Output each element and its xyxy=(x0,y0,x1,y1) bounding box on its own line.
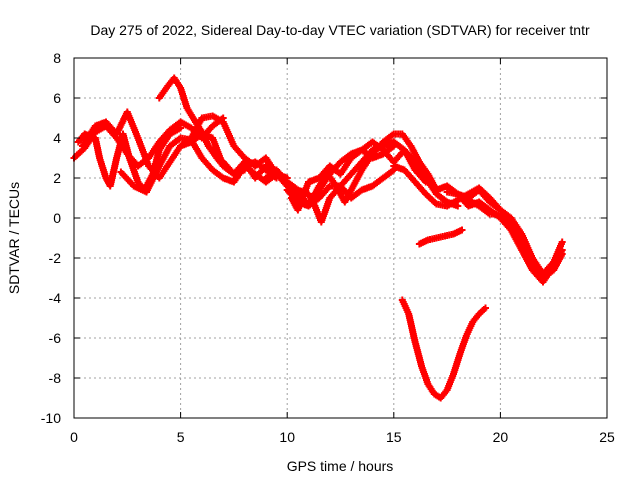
y-axis-label: SDTVAR / TECUs xyxy=(6,182,22,294)
data-point xyxy=(458,226,466,234)
y-tick-label: 2 xyxy=(53,170,61,186)
y-tick-label: -6 xyxy=(49,330,62,346)
series-track-12 xyxy=(443,188,566,286)
series-track-13 xyxy=(464,196,566,282)
data-point xyxy=(177,124,185,132)
y-tick-label: 0 xyxy=(53,210,61,226)
data-points xyxy=(70,74,566,402)
grid-lines xyxy=(74,58,607,418)
x-tick-label: 20 xyxy=(493,429,509,445)
data-point xyxy=(558,238,566,246)
series-track-2 xyxy=(74,124,185,194)
x-tick-label: 25 xyxy=(599,429,615,445)
chart-title: Day 275 of 2022, Sidereal Day-to-day VTE… xyxy=(90,22,590,38)
x-tick-label: 10 xyxy=(279,429,295,445)
series-track-11 xyxy=(390,162,566,278)
data-point xyxy=(482,304,489,312)
y-tick-label: 8 xyxy=(53,50,61,66)
x-axis-label: GPS time / hours xyxy=(287,458,394,474)
y-tick-label: -10 xyxy=(41,410,61,426)
y-tick-label: -8 xyxy=(49,370,62,386)
x-tick-label: 5 xyxy=(177,429,185,445)
axis-ticks: 0 5 10 15 20 25 -10 -8 -6 -4 -2 0 2 4 6 8 xyxy=(41,50,615,445)
y-tick-label: -2 xyxy=(49,250,62,266)
series-track-9 xyxy=(283,130,504,214)
y-tick-label: -4 xyxy=(49,290,62,306)
y-tick-label: 6 xyxy=(53,90,61,106)
y-tick-label: 4 xyxy=(53,130,61,146)
data-point xyxy=(558,250,566,258)
series-track-10 xyxy=(288,138,462,214)
x-tick-label: 15 xyxy=(386,429,402,445)
data-point xyxy=(454,202,462,210)
x-tick-label: 0 xyxy=(70,429,78,445)
series-track-14 xyxy=(415,226,466,248)
plot-frame xyxy=(73,57,608,419)
series-track-15 xyxy=(398,296,489,402)
